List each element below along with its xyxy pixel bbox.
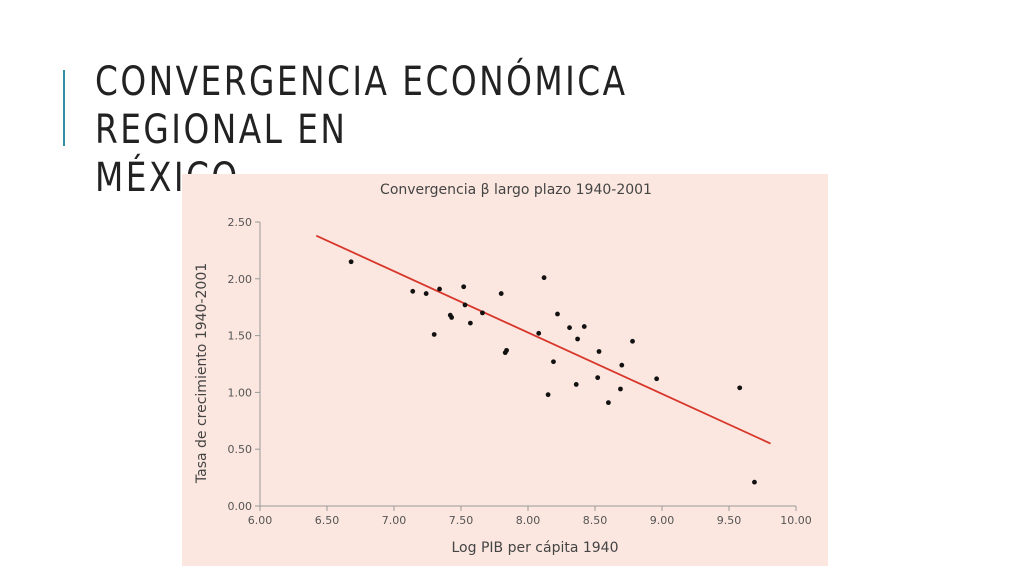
x-tick-label: 9.00 <box>650 514 675 527</box>
data-point <box>752 479 757 485</box>
x-axis-label: Log PIB per cápita 1940 <box>452 540 619 556</box>
data-point <box>551 359 556 365</box>
data-point <box>630 338 635 344</box>
title-accent-bar <box>63 70 65 146</box>
data-point <box>619 362 625 368</box>
data-points <box>348 259 757 485</box>
chart-background <box>182 174 828 566</box>
x-tick-label: 6.00 <box>248 514 273 527</box>
data-point <box>504 347 509 353</box>
chart-title: Convergencia β largo plazo 1940-2001 <box>380 182 652 198</box>
data-point <box>606 400 611 406</box>
data-point <box>737 385 743 391</box>
data-point <box>545 392 551 398</box>
data-point <box>467 320 473 326</box>
data-point <box>461 284 467 290</box>
data-point <box>575 336 580 342</box>
data-point <box>541 275 547 281</box>
axes: 6.00 6.50 7.00 7.50 8.00 8.50 9.00 9.50 10.00 0.0… <box>228 216 812 527</box>
trend-line-group <box>315 234 771 445</box>
data-point <box>431 332 437 337</box>
x-tick-label: 8.00 <box>516 514 541 527</box>
data-point <box>480 310 485 316</box>
data-point <box>498 291 504 296</box>
data-point <box>410 288 416 294</box>
data-point <box>567 325 572 331</box>
data-point <box>595 375 601 381</box>
data-point <box>536 330 542 336</box>
y-tick-label: 1.50 <box>228 330 253 343</box>
y-tick-label: 2.00 <box>228 273 253 286</box>
data-point <box>596 349 602 354</box>
y-tick-label: 0.00 <box>228 500 253 513</box>
trend-line <box>315 234 771 445</box>
data-point <box>573 382 579 387</box>
x-tick-label: 7.00 <box>382 514 407 527</box>
data-point <box>654 376 660 382</box>
x-tick-label: 6.50 <box>315 514 340 527</box>
data-point <box>555 311 560 317</box>
data-point <box>462 302 468 308</box>
y-tick-label: 0.50 <box>228 443 253 456</box>
x-tick-label: 8.50 <box>583 514 608 527</box>
y-axis-label: Tasa de crecimiento 1940-2001 <box>194 263 210 484</box>
data-point <box>581 324 587 329</box>
data-point <box>348 259 354 265</box>
x-tick-label: 10.00 <box>780 514 812 527</box>
slide-title-line-1: CONVERGENCIA ECONÓMICA REGIONAL EN <box>95 59 628 153</box>
scatter-chart: Convergencia β largo plazo 1940-2001 Tas… <box>182 174 828 566</box>
data-point <box>618 386 623 392</box>
data-point <box>449 315 455 320</box>
x-tick-label: 9.50 <box>717 514 742 527</box>
data-point <box>437 286 442 292</box>
y-tick-label: 2.50 <box>228 216 253 229</box>
chart-panel: Convergencia β largo plazo 1940-2001 Tas… <box>182 174 828 566</box>
data-point <box>423 291 429 296</box>
y-tick-label: 1.00 <box>228 386 253 399</box>
slide-title: CONVERGENCIA ECONÓMICA REGIONAL EN MÉXIC… <box>95 58 751 202</box>
x-tick-label: 7.50 <box>449 514 474 527</box>
